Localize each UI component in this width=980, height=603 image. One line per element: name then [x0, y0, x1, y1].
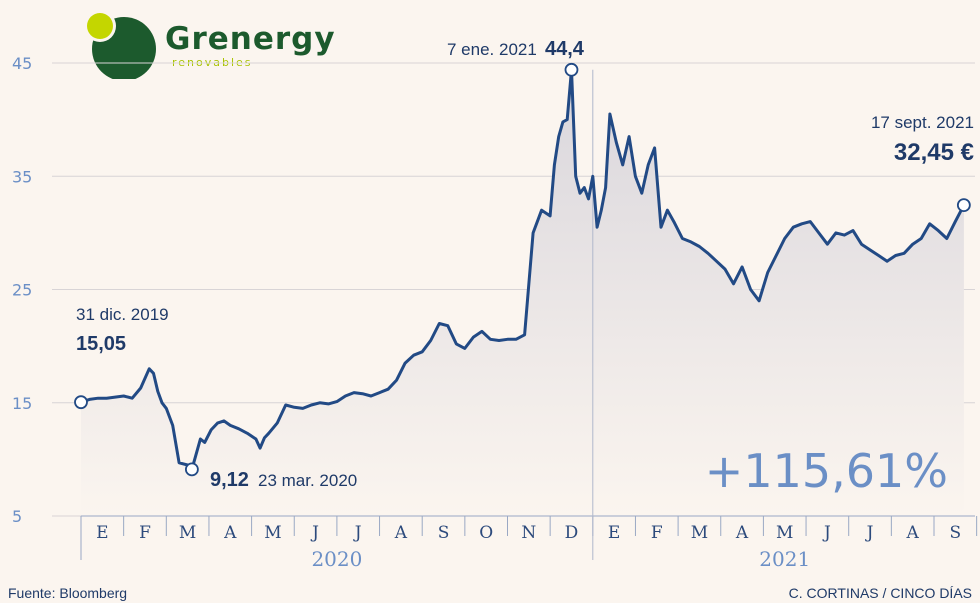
credit-note: C. CORTINAS / CINCO DÍAS: [788, 585, 972, 601]
y-tick-label: 25: [12, 281, 32, 300]
month-label: A: [223, 523, 237, 543]
annotation-marker: [184, 462, 199, 477]
annotation-marker: [956, 198, 971, 213]
month-label: J: [822, 523, 831, 543]
month-label: M: [264, 523, 281, 543]
month-label: E: [608, 523, 620, 543]
annotations: 31 dic. 2019 15,05 9,12 23 mar. 2020 7 e…: [76, 38, 974, 491]
x-axis: E F M A M J J A S O N D E F M A M J J A S 2020 2021: [80, 69, 978, 571]
month-label: N: [521, 523, 536, 543]
logo-brand-name: Grenergy: [165, 21, 336, 57]
logo-mark-icon: [84, 10, 156, 81]
y-tick-label: 45: [12, 54, 32, 73]
annotation-end-date: 17 sept. 2021: [871, 113, 974, 132]
month-label: M: [691, 523, 708, 543]
month-label: J: [353, 523, 362, 543]
annotation-marker: [564, 62, 579, 77]
price-area: [81, 69, 964, 517]
month-label: E: [96, 523, 108, 543]
grenergy-logo: Grenergy renovables: [82, 9, 342, 81]
month-label: A: [906, 523, 920, 543]
month-label: A: [394, 523, 408, 543]
annotation-marker: [74, 395, 88, 410]
y-tick-label: 35: [12, 167, 32, 186]
month-label: F: [139, 523, 151, 543]
annotation-end-value: 32,45 €: [894, 139, 974, 166]
month-label: O: [479, 523, 493, 543]
annotation-low-value: 9,12: [210, 469, 249, 491]
y-tick-label: 15: [12, 394, 32, 413]
y-tick-label: 5: [12, 507, 22, 526]
month-label: D: [565, 523, 579, 543]
annotation-low-date: 23 mar. 2020: [258, 471, 357, 490]
annotation-peak-date: 7 ene. 2021: [447, 40, 537, 59]
year-label: 2021: [759, 547, 810, 571]
source-note: Fuente: Bloomberg: [8, 585, 128, 601]
price-line: [80, 68, 966, 471]
month-label: M: [776, 523, 793, 543]
annotation-start-value: 15,05: [76, 333, 126, 355]
month-label: S: [949, 523, 961, 543]
month-label: S: [438, 523, 450, 543]
month-label: J: [865, 523, 874, 543]
month-label: M: [179, 523, 196, 543]
annotation-peak-value: 44,4: [545, 38, 585, 60]
month-label: A: [735, 523, 749, 543]
y-axis-ticks: 5 15 25 35 45: [12, 54, 32, 526]
total-change-label: +115,61%: [705, 444, 948, 498]
annotation-start-date: 31 dic. 2019: [76, 305, 169, 324]
month-label: F: [651, 523, 663, 543]
annotation-markers: [74, 62, 971, 477]
year-label: 2020: [311, 547, 362, 571]
month-label: J: [310, 523, 319, 543]
